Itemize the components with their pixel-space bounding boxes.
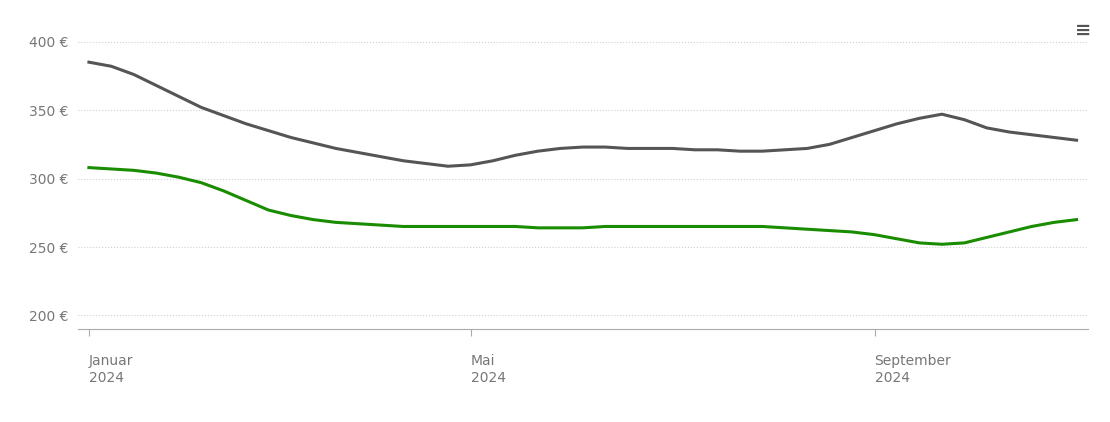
Text: September: September bbox=[875, 354, 951, 368]
Text: Mai: Mai bbox=[471, 354, 495, 368]
Text: 2024: 2024 bbox=[471, 371, 505, 385]
Text: ≡: ≡ bbox=[1074, 21, 1091, 40]
Text: 2024: 2024 bbox=[875, 371, 909, 385]
Text: 2024: 2024 bbox=[89, 371, 124, 385]
Text: Januar: Januar bbox=[89, 354, 133, 368]
